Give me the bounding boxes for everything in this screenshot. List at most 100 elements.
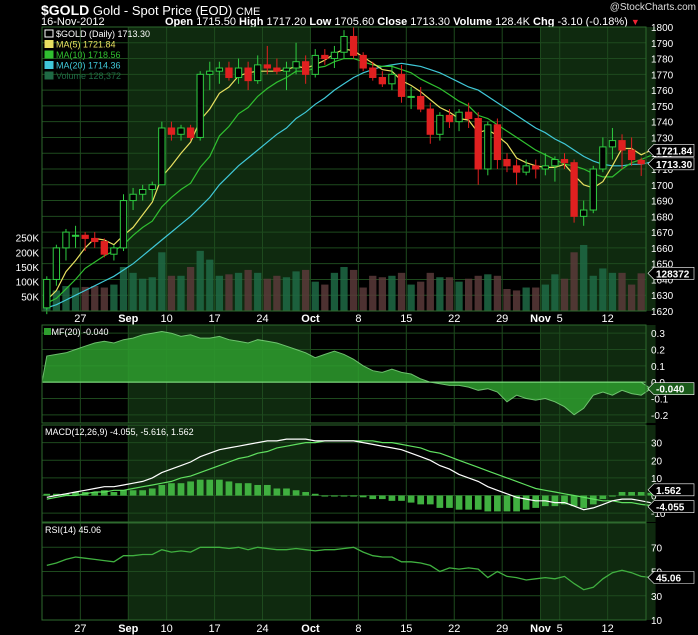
open-value: 1715.50 xyxy=(196,16,236,28)
candle-body xyxy=(119,200,128,249)
macd-histogram-bar xyxy=(235,483,242,496)
macd-histogram-bar xyxy=(359,495,367,498)
candle-body xyxy=(608,140,617,148)
macd-tick-label: 30 xyxy=(651,439,663,450)
volume-bar xyxy=(388,275,396,311)
candle-body xyxy=(158,127,166,186)
x-axis-label-bottom-15: 15 xyxy=(400,623,412,635)
volume-bar xyxy=(426,272,434,311)
cmf-tick-label: -0.2 xyxy=(651,411,669,422)
price-tick-label: 1800 xyxy=(651,23,674,34)
candle-body xyxy=(580,209,588,217)
candle-body xyxy=(301,61,310,75)
candle-body xyxy=(532,165,540,170)
candle-body xyxy=(512,165,521,173)
macd-histogram-bar xyxy=(522,495,530,510)
x-axis-label-bottom-5: 5 xyxy=(557,623,563,635)
macd-histogram-bar xyxy=(570,495,578,507)
macd-histogram-bar xyxy=(62,493,70,496)
macd-histogram-bar xyxy=(589,495,597,505)
volume-bar xyxy=(71,287,80,311)
x-axis-label-sep: Sep xyxy=(118,313,138,325)
ma20-line xyxy=(46,62,651,309)
rsi-value-flag-box xyxy=(647,571,695,584)
macd-histogram-bar xyxy=(455,495,463,510)
x-axis-label-5: 5 xyxy=(557,313,563,325)
candle-body xyxy=(62,231,70,249)
candle-body xyxy=(148,184,156,191)
open-label: Open xyxy=(165,16,194,28)
macd-histogram-bar xyxy=(494,495,501,512)
volume-bar xyxy=(627,284,636,311)
volume-value-flag-box xyxy=(647,267,695,280)
price-tick-label: 1770 xyxy=(651,70,674,81)
rsi-value-flag: 45.06 xyxy=(656,573,681,584)
volume-bar xyxy=(302,269,310,311)
candle-body xyxy=(388,73,396,85)
macd-histogram-bar xyxy=(561,495,568,505)
chart-date: 16-Nov-2012 xyxy=(41,16,105,28)
price-tick-label: 1630 xyxy=(651,291,674,302)
ohlc-summary: Open 1715.50 High 1717.20 Low 1705.60 Cl… xyxy=(165,16,640,28)
rsi-title: RSI(14) 45.06 xyxy=(45,525,101,535)
macd-histogram-bar xyxy=(100,490,108,496)
macd-histogram-bar xyxy=(637,492,645,496)
price-tick-label: 1760 xyxy=(651,86,674,97)
volume-bar xyxy=(532,287,540,311)
macd-value-flag: -4.055 xyxy=(656,503,685,514)
volume-bar xyxy=(436,277,444,311)
volume-tick-label: 200K xyxy=(16,248,40,259)
candle-body xyxy=(541,165,549,170)
macd-histogram-bar xyxy=(263,484,271,496)
x-axis-label-24: 24 xyxy=(256,313,268,325)
last-price-flag: 1713.30 xyxy=(656,160,693,171)
volume-bar xyxy=(637,273,645,311)
macd-histogram-bar xyxy=(628,492,635,496)
macd-histogram-bar xyxy=(465,495,472,510)
x-axis-label-12: 12 xyxy=(602,313,614,325)
macd-histogram-bar xyxy=(292,490,300,496)
candle-body xyxy=(378,76,387,85)
high-value: 1717.20 xyxy=(266,16,307,28)
volume-bar xyxy=(349,269,358,311)
cmf-value-flag: -0.040 xyxy=(656,385,685,396)
macd-month-band xyxy=(540,425,656,522)
close-value: 1713.30 xyxy=(410,16,451,28)
volume-bar xyxy=(522,287,530,311)
macd-histogram-bar xyxy=(532,495,540,508)
price-tick-label: 1660 xyxy=(651,244,674,255)
volume-bar xyxy=(599,268,607,311)
candle-body xyxy=(618,140,626,151)
volume-bar xyxy=(330,272,339,311)
macd-tick-label: 0 xyxy=(651,492,657,503)
volume-value-flag: 128372 xyxy=(656,269,690,280)
volume-bar xyxy=(206,259,214,311)
volume-bar xyxy=(560,278,569,311)
volume-bar xyxy=(589,275,597,311)
macd-histogram-bar xyxy=(321,495,329,497)
macd-histogram-bar xyxy=(388,495,396,501)
legend-price: $GOLD (Daily) 1713.30 xyxy=(56,29,150,39)
volume-bar xyxy=(81,286,89,311)
macd-histogram-bar xyxy=(244,483,252,496)
candle-body xyxy=(225,67,233,78)
candle-body xyxy=(484,124,492,170)
volume-bar xyxy=(129,272,137,311)
volume-bar xyxy=(52,290,61,311)
legend-swatch xyxy=(44,71,54,80)
macd-histogram-bar xyxy=(196,479,204,496)
macd-histogram-bar xyxy=(398,495,405,501)
volume-bar xyxy=(321,284,329,311)
x-axis-label-15: 15 xyxy=(400,313,412,325)
macd-panel-frame xyxy=(41,424,647,523)
macd-histogram-bar xyxy=(187,481,194,496)
candle-body xyxy=(407,95,415,98)
candle-body xyxy=(493,124,502,161)
price-tick-label: 1690 xyxy=(651,197,674,208)
x-axis-label-27: 27 xyxy=(74,313,86,325)
chart-title: $GOLD Gold - Spot Price (EOD) CME xyxy=(41,2,260,18)
candle-body xyxy=(186,127,195,138)
high-label: High xyxy=(239,16,264,28)
price-tick-label: 1620 xyxy=(651,307,674,318)
macd-histogram-bar xyxy=(474,495,482,510)
